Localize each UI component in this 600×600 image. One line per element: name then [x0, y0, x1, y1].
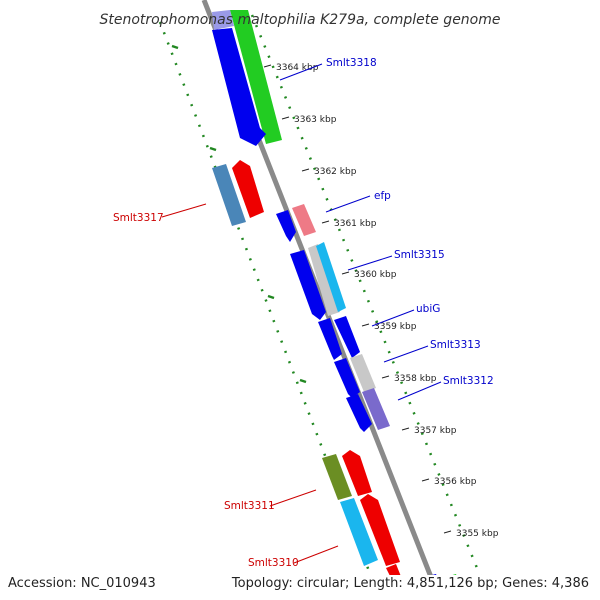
cog-feature-smlt3311 [322, 454, 352, 500]
tick-label: 3356 kbp [434, 477, 477, 487]
cog-feature-smlt3310 [340, 498, 378, 566]
callout-line [293, 545, 339, 564]
tick-label: 3359 kbp [374, 322, 417, 332]
tick-labels: 3364 kbp 3363 kbp 3362 kbp 3361 kbp 3360 kbp… [276, 63, 499, 539]
cog-feature-smlt3315-cyan [316, 242, 346, 312]
cog-feature-efp [292, 204, 316, 236]
cds-reverse-smlt3317 [232, 160, 264, 218]
tick-mark [281, 116, 290, 120]
gc-feature-bottom [452, 574, 457, 575]
callout-line [371, 309, 415, 327]
tick-mark [401, 427, 410, 431]
callout-line [325, 195, 371, 213]
tick-mark [361, 323, 370, 327]
gene-label-smlt3318: Smlt3318 [326, 57, 377, 69]
cds-forward-ubig [318, 318, 342, 360]
gene-label-smlt3315: Smlt3315 [394, 249, 445, 261]
cds-forward-top [212, 28, 266, 146]
tick-label: 3355 kbp [456, 529, 499, 539]
gene-label-ubig: ubiG [416, 303, 440, 315]
gene-label-smlt3310: Smlt3310 [248, 557, 299, 569]
tick-label: 3363 kbp [294, 115, 337, 125]
accession-text: Accession: NC_010943 [8, 576, 156, 591]
callout-line [347, 255, 393, 271]
tick-mark [263, 64, 272, 68]
summary-text: Topology: circular; Length: 4,851,126 bp… [231, 576, 589, 591]
tick-label: 3364 kbp [276, 63, 319, 73]
tick-mark [443, 530, 452, 534]
cog-feature-smlt3313 [350, 354, 376, 392]
tick-mark [301, 168, 310, 172]
cds-forward-efp [276, 210, 296, 242]
gene-label-smlt3317: Smlt3317 [113, 212, 164, 224]
tick-marks [263, 64, 452, 534]
tick-label: 3360 kbp [354, 270, 397, 280]
gc-feature-top [230, 10, 282, 144]
tick-mark [321, 220, 330, 224]
cog-feature-smlt3312 [362, 388, 390, 430]
cds-reverse-bottom [386, 564, 401, 575]
cds-forward-smlt3312 [346, 394, 372, 432]
callout-line [269, 489, 317, 507]
cds-reverse-smlt3310 [360, 494, 400, 566]
gene-label-smlt3311: Smlt3311 [224, 500, 275, 512]
callout-line [279, 63, 323, 81]
tick-label: 3362 kbp [314, 167, 357, 177]
cog-feature-smlt3315-grey [308, 244, 340, 316]
callout-line [397, 381, 442, 401]
callout-lines [161, 63, 442, 564]
cds-reverse-smlt3311 [342, 450, 372, 496]
cds-top-light [212, 10, 234, 30]
tick-mark [421, 478, 430, 482]
tick-label: 3357 kbp [414, 426, 457, 436]
cog-feature-smlt3317 [212, 164, 246, 226]
cds-forward-smlt3315 [290, 250, 326, 320]
inner-dotted-ring [158, 21, 372, 575]
tick-label: 3358 kbp [394, 374, 437, 384]
callout-line [161, 203, 207, 218]
tick-label: 3361 kbp [334, 219, 377, 229]
map-title: Stenotrophomonas maltophilia K279a, comp… [100, 12, 501, 28]
callout-line [383, 345, 429, 363]
tick-mark [341, 271, 350, 275]
gene-label-efp: efp [374, 190, 391, 202]
gene-label-smlt3312: Smlt3312 [443, 375, 494, 387]
cds-forward-ubig-2 [334, 316, 360, 358]
cds-forward-smlt3313 [334, 358, 360, 398]
cds-forward-bottom [432, 574, 437, 575]
tick-mark [381, 375, 390, 379]
gene-label-smlt3313: Smlt3313 [430, 339, 481, 351]
